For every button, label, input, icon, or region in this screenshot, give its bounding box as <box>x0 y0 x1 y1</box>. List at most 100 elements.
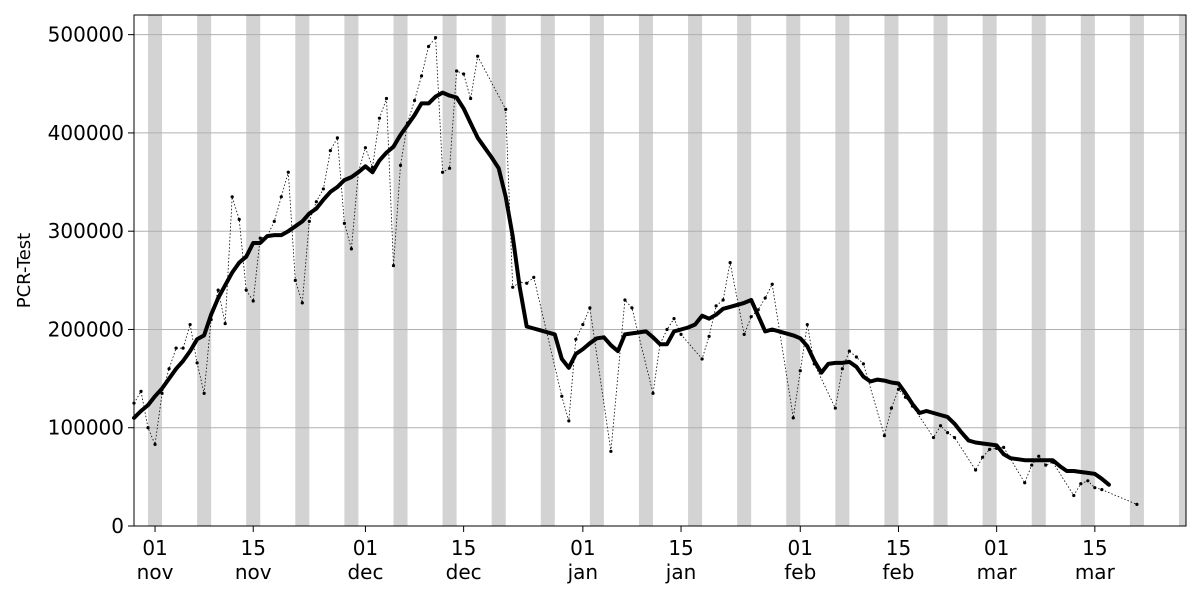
daily-point <box>258 236 262 240</box>
daily-point <box>833 406 837 410</box>
x-tick-label-month: dec <box>347 560 383 584</box>
weekend-band <box>246 15 261 526</box>
plot-frame <box>133 14 1187 527</box>
daily-point <box>300 301 304 305</box>
daily-point <box>244 288 248 292</box>
weekend-band <box>1031 15 1046 526</box>
daily-point <box>574 337 578 341</box>
daily-point <box>174 346 178 350</box>
daily-point <box>931 435 936 440</box>
daily-point <box>714 304 718 308</box>
daily-point <box>167 367 171 371</box>
daily-point <box>146 426 150 430</box>
daily-point <box>721 298 725 302</box>
daily-point <box>321 187 325 191</box>
x-tick-label-day: 01 <box>984 536 1009 560</box>
daily-point <box>469 96 473 101</box>
daily-point <box>412 98 417 103</box>
daily-point <box>419 74 424 78</box>
daily-point <box>335 136 339 140</box>
weekend-band <box>344 15 359 526</box>
daily-point <box>237 217 241 221</box>
weekend-band <box>148 15 163 526</box>
weekend-band <box>835 15 850 526</box>
daily-point <box>504 107 508 111</box>
average-series-line <box>132 90 1111 487</box>
daily-point <box>307 219 311 223</box>
daily-point <box>1100 488 1104 492</box>
daily-point <box>896 387 901 392</box>
daily-point <box>440 170 445 174</box>
x-tick-label-day: 01 <box>788 536 813 560</box>
daily-point <box>609 449 613 453</box>
daily-point <box>230 195 234 199</box>
weekend-band <box>786 15 801 526</box>
weekend-band <box>540 15 555 526</box>
y-tick-label: 200000 <box>48 317 124 341</box>
daily-point <box>854 355 858 359</box>
y-gridlines <box>134 34 1186 527</box>
y-tick-label: 300000 <box>48 219 124 243</box>
weekend-band <box>933 15 948 526</box>
daily-point <box>314 200 318 204</box>
daily-point <box>448 166 452 170</box>
weekend-bands <box>148 15 1186 526</box>
weekend-band <box>393 15 408 526</box>
daily-point <box>560 394 564 398</box>
daily-point <box>349 247 354 251</box>
y-tick-label: 0 <box>111 514 124 538</box>
daily-point <box>293 278 297 282</box>
x-tick-label-month: dec <box>446 560 482 584</box>
x-axis: 01nov15nov01dec15dec01jan15jan01feb15feb… <box>137 526 1116 584</box>
x-tick-label-month: nov <box>235 560 272 584</box>
daily-point <box>651 391 655 395</box>
daily-point <box>139 389 143 393</box>
daily-point <box>1079 482 1083 486</box>
weekend-band <box>442 15 457 526</box>
daily-point <box>1002 445 1006 449</box>
daily-point <box>188 322 192 327</box>
daily-point <box>391 263 396 268</box>
daily-point <box>286 170 290 174</box>
x-tick-label-day: 15 <box>886 536 911 560</box>
x-tick-label-day: 01 <box>142 536 167 560</box>
y-tick-label: 100000 <box>48 416 124 440</box>
weekend-band <box>491 15 506 526</box>
daily-point <box>981 455 985 459</box>
daily-point <box>952 435 957 440</box>
daily-point <box>1023 481 1027 485</box>
daily-point <box>1030 463 1034 467</box>
weekend-band <box>1080 15 1095 526</box>
x-tick-label-month: feb <box>784 560 816 584</box>
weekend-band <box>737 15 752 526</box>
daily-point <box>455 69 459 73</box>
daily-point <box>462 72 466 76</box>
daily-point <box>889 406 894 410</box>
daily-point <box>1093 486 1097 490</box>
x-tick-label-month: jan <box>665 560 697 584</box>
daily-point <box>384 96 389 101</box>
x-tick-label-month: jan <box>567 560 599 584</box>
weekend-band <box>688 15 703 526</box>
daily-point <box>805 322 809 327</box>
daily-point <box>974 468 978 472</box>
daily-point <box>938 424 943 428</box>
daily-point <box>279 195 283 199</box>
daily-point <box>665 327 669 332</box>
daily-point <box>988 447 992 451</box>
x-tick-label-day: 15 <box>1082 536 1107 560</box>
daily-point <box>476 54 480 58</box>
daily-point <box>567 419 571 423</box>
daily-point <box>770 282 774 286</box>
daily-point <box>798 369 802 373</box>
daily-point <box>728 261 732 265</box>
daily-point <box>861 362 865 366</box>
daily-point <box>153 442 157 447</box>
daily-point <box>377 116 382 120</box>
daily-point <box>251 299 255 303</box>
x-tick-label-day: 15 <box>241 536 266 560</box>
daily-point <box>181 346 185 350</box>
daily-point <box>1044 463 1048 467</box>
y-axis-label: PCR-Test <box>14 233 35 309</box>
daily-point <box>511 285 515 289</box>
